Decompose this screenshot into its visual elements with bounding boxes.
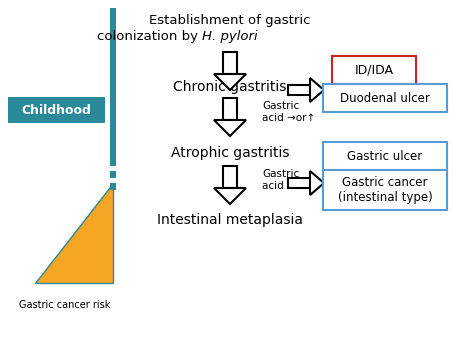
- Text: Chronic gastritis: Chronic gastritis: [173, 80, 287, 94]
- Text: Atrophic gastritis: Atrophic gastritis: [171, 146, 289, 160]
- FancyBboxPatch shape: [332, 56, 416, 84]
- Text: Childhood: Childhood: [21, 103, 91, 117]
- Text: Gastric: Gastric: [262, 169, 299, 179]
- Text: Gastric ulcer: Gastric ulcer: [347, 149, 423, 163]
- Text: Duodenal ulcer: Duodenal ulcer: [340, 92, 430, 104]
- Text: acid ↓: acid ↓: [262, 181, 296, 191]
- FancyBboxPatch shape: [323, 84, 447, 112]
- Polygon shape: [214, 74, 246, 90]
- Bar: [223, 166, 237, 188]
- Text: Intestinal metaplasia: Intestinal metaplasia: [157, 213, 303, 227]
- Text: colonization by: colonization by: [97, 30, 202, 43]
- Text: Gastric cancer risk: Gastric cancer risk: [19, 300, 111, 310]
- FancyBboxPatch shape: [8, 97, 105, 123]
- Polygon shape: [35, 183, 113, 283]
- Bar: [223, 52, 237, 74]
- Text: Establishment of gastric: Establishment of gastric: [149, 14, 311, 27]
- FancyBboxPatch shape: [323, 142, 447, 170]
- Bar: [110, 171, 116, 178]
- Text: Gastric: Gastric: [262, 101, 299, 111]
- Polygon shape: [214, 120, 246, 136]
- Text: H. pylori: H. pylori: [202, 30, 258, 43]
- Text: Gastric cancer
(intestinal type): Gastric cancer (intestinal type): [337, 176, 432, 204]
- Bar: [223, 98, 237, 120]
- Text: ID/IDA: ID/IDA: [355, 64, 393, 76]
- Bar: [110, 8, 116, 163]
- FancyBboxPatch shape: [323, 170, 447, 210]
- Bar: [288, 178, 310, 188]
- Polygon shape: [310, 78, 324, 102]
- Polygon shape: [310, 171, 324, 195]
- Text: acid →or↑: acid →or↑: [262, 113, 315, 123]
- Polygon shape: [214, 188, 246, 204]
- Bar: [110, 159, 116, 166]
- Bar: [110, 183, 116, 190]
- Bar: [288, 85, 310, 95]
